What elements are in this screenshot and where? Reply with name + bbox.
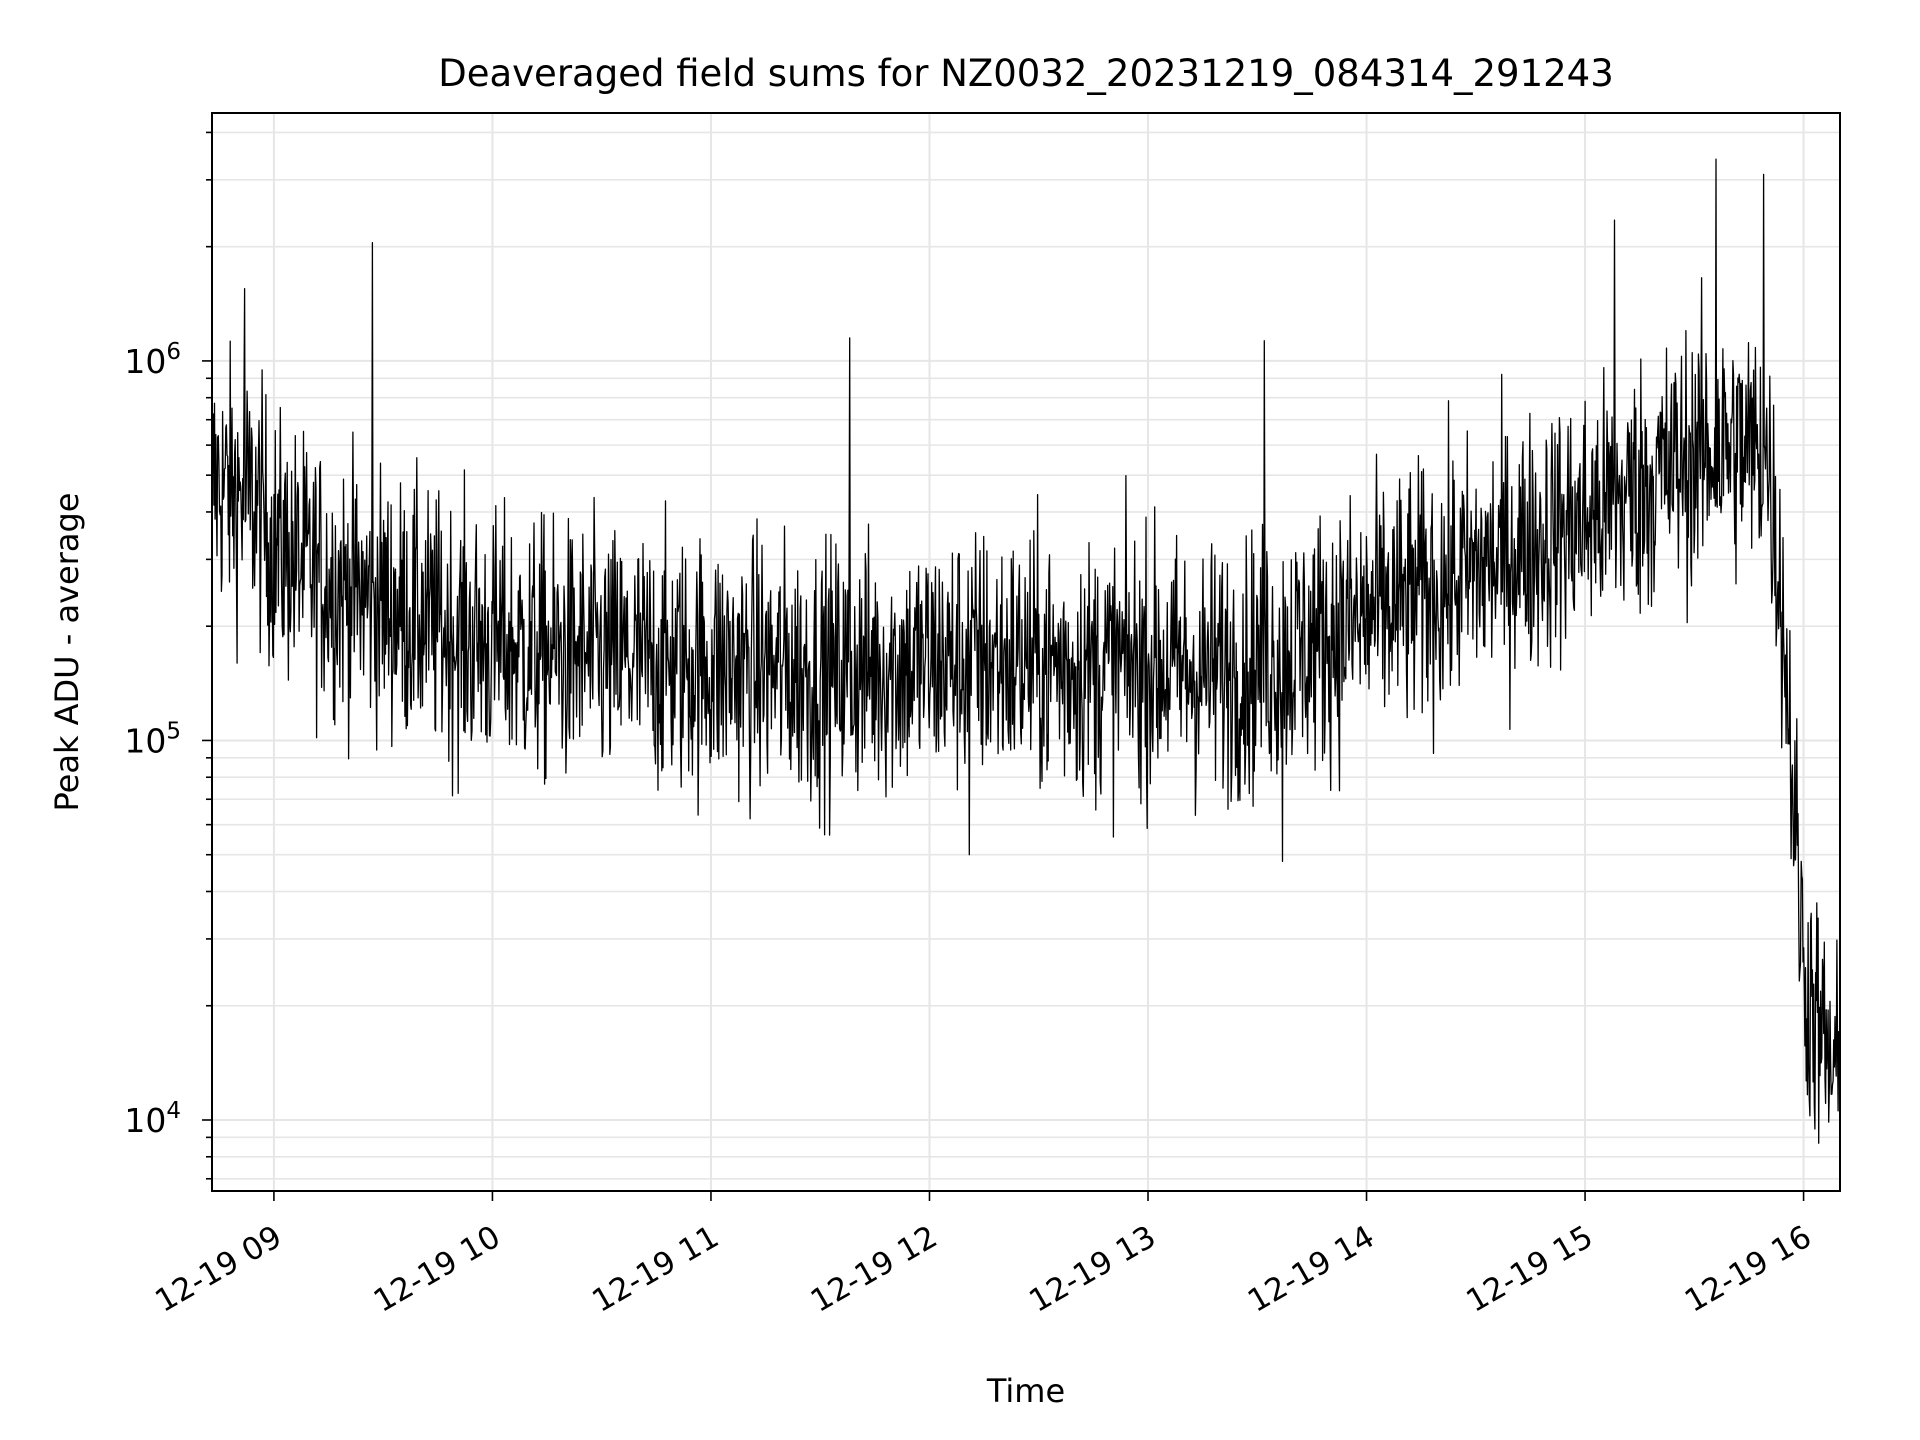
series-line-group — [211, 158, 1841, 1144]
x-axis-label: Time — [986, 1372, 1065, 1410]
y-axis-label: Peak ADU - average — [48, 493, 86, 812]
y-tick-label: 105 — [124, 718, 181, 760]
grid — [212, 113, 1840, 1191]
plot-frame — [211, 112, 1841, 1192]
y-tick-label: 106 — [124, 339, 181, 381]
y-axis: 104 105 106 — [124, 131, 212, 1180]
chart-title: Deaveraged field sums for NZ0032_2023121… — [438, 52, 1614, 95]
series-line — [211, 158, 1841, 1144]
y-tick-label: 104 — [124, 1098, 181, 1140]
